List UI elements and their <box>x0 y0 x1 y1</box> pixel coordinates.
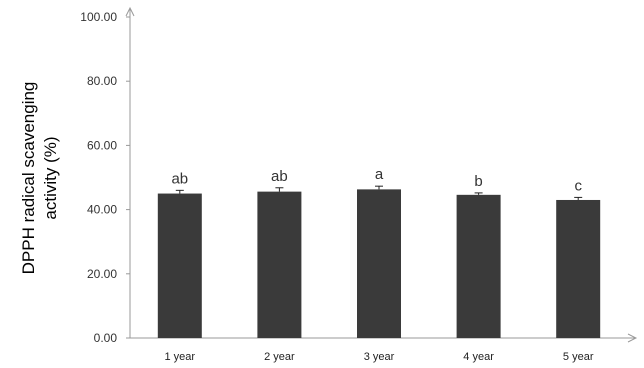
bars <box>157 189 601 338</box>
y-tick-label: 80.00 <box>87 74 117 88</box>
x-axis-arrow <box>627 333 638 343</box>
y-axis-title-line1: DPPH radical scavenging <box>19 82 38 275</box>
y-axis-title-line2: activity (%) <box>41 136 60 219</box>
bar <box>556 199 601 338</box>
significance-letter: ab <box>171 170 188 187</box>
significance-letters: ab ab a b c <box>171 166 582 194</box>
error-bars <box>175 185 583 200</box>
y-tick-label: 20.00 <box>87 267 117 281</box>
significance-letter: c <box>574 177 582 194</box>
x-tick-label: 3 year <box>364 351 395 363</box>
y-tick-label: 40.00 <box>87 203 117 217</box>
x-tick-label: 5 year <box>563 351 594 363</box>
y-tick-label: 100.00 <box>80 10 117 24</box>
x-tick-label: 4 year <box>463 351 494 363</box>
significance-letter: b <box>474 173 482 190</box>
significance-letter: ab <box>271 168 288 185</box>
bar <box>357 189 401 338</box>
bar <box>157 193 202 338</box>
y-axis-arrow <box>125 6 135 17</box>
category-labels: 1 year 2 year 3 year 4 year 5 year <box>165 351 594 363</box>
bar <box>257 191 302 338</box>
y-ticks: 0.00 20.00 40.00 60.00 80.00 100.00 <box>80 10 130 345</box>
bar <box>456 194 501 338</box>
significance-letter: a <box>375 166 384 183</box>
y-tick-label: 0.00 <box>94 331 118 345</box>
y-tick-label: 60.00 <box>87 138 117 152</box>
x-tick-label: 1 year <box>165 351 196 363</box>
x-tick-label: 2 year <box>264 351 295 363</box>
